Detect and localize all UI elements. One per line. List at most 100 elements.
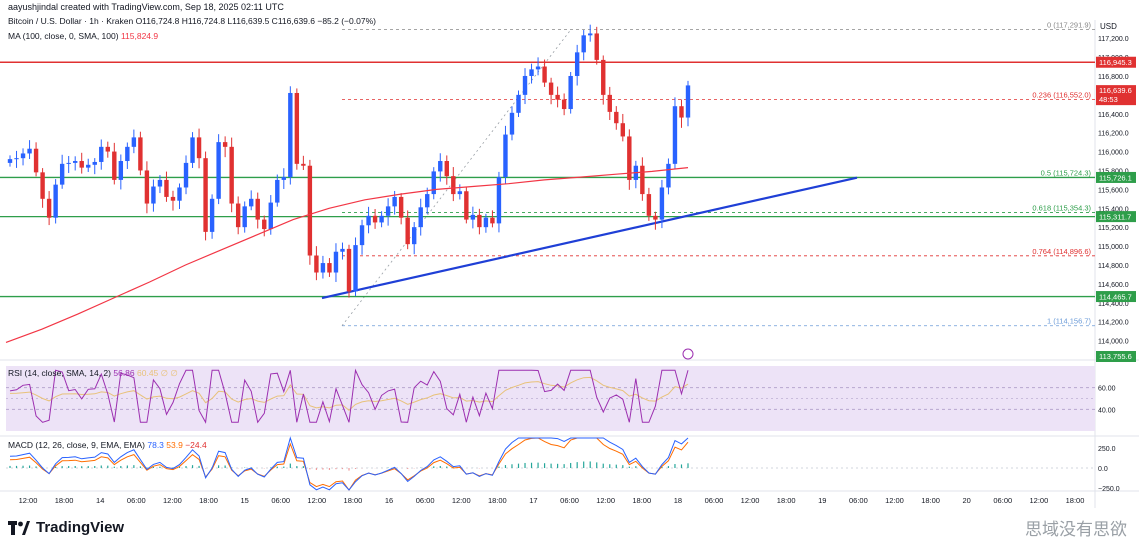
candle-body (196, 137, 202, 159)
candle-body (438, 161, 443, 172)
candle-body (105, 146, 110, 152)
support-price-tag-bg (1096, 171, 1136, 183)
tradingview-brand: TradingView (36, 519, 125, 536)
candle-body (477, 214, 482, 228)
candle-body (574, 52, 580, 76)
tradingview-logo[interactable]: TradingView (8, 519, 124, 536)
candle-body (59, 163, 65, 185)
candle-body (340, 248, 345, 252)
candle-body (385, 206, 391, 216)
candle-body (242, 206, 247, 228)
macd-tick-label: −250.0 (1098, 486, 1120, 493)
time-tick-label: 12:00 (452, 496, 471, 505)
rsi-legend: RSI (14, close, SMA, 14, 2) 56.86 60.45 … (8, 368, 178, 379)
time-tick-label: 06:00 (993, 496, 1012, 505)
fib-level-label: 0.618 (115,354.3) (1032, 204, 1091, 213)
candle-body (164, 179, 169, 197)
candle-body (314, 255, 319, 273)
price-tick-label: 116,800.0 (1098, 74, 1129, 81)
macd-value-2: 53.9 (166, 440, 183, 450)
candle-body (79, 161, 84, 168)
macd-tick-label: 0.0 (1098, 466, 1108, 473)
price-tick-label: 117,200.0 (1098, 36, 1129, 43)
candle-body (568, 75, 573, 110)
candle-body (372, 215, 378, 223)
time-tick-label: 06:00 (271, 496, 290, 505)
candle-body (359, 225, 365, 246)
support-price-tag: 115,726.1 (1099, 173, 1132, 182)
candle-body (529, 69, 534, 76)
candle-body (620, 123, 626, 137)
candle-body (183, 162, 189, 188)
candle-body (170, 196, 176, 201)
candle-body (594, 33, 599, 60)
candle-body (307, 165, 313, 256)
current-price-tag-bg (1096, 85, 1136, 106)
candle-body (542, 66, 547, 83)
time-tick-label: 06:00 (560, 496, 579, 505)
candle-body (275, 179, 280, 203)
time-tick-label: 18:00 (1066, 496, 1085, 505)
macd-value-3: −24.4 (185, 440, 207, 450)
price-tick-label: 115,600.0 (1098, 187, 1129, 194)
ma-value: 115,824.9 (120, 31, 159, 41)
candle-body (33, 148, 39, 173)
candle-body (418, 207, 423, 228)
candle-body (503, 134, 508, 178)
candle-body (659, 187, 665, 220)
candle-body (679, 106, 684, 118)
candle-body (353, 245, 358, 292)
price-tick-label: 114,600.0 (1098, 282, 1129, 289)
time-tick-label: 18:00 (488, 496, 507, 505)
symbol-legend: Bitcoin / U.S. Dollar · 1h · Kraken O116… (8, 16, 376, 26)
time-tick-label: 18:00 (55, 496, 74, 505)
time-tick-label: 06:00 (416, 496, 435, 505)
time-tick-label: 12:00 (307, 496, 326, 505)
time-tick-label: 17 (529, 496, 537, 505)
candle-body (92, 161, 97, 165)
candle-body (20, 153, 26, 159)
time-tick-label: 20 (963, 496, 971, 505)
candle-body (288, 92, 293, 178)
candle-body (627, 136, 632, 180)
candle-body (112, 151, 117, 180)
rsi-line (9, 368, 689, 424)
support-price-tag-bg (1096, 211, 1136, 223)
candle-body (653, 215, 658, 220)
candle-body (131, 137, 137, 147)
bottom-price-tag: 113,755.6 (1099, 352, 1132, 361)
time-tick-label: 14 (96, 496, 104, 505)
price-tick-label: 114,400.0 (1098, 301, 1129, 308)
candle-body (405, 217, 410, 245)
fib-level-label: 0.236 (116,552.0) (1032, 90, 1091, 99)
time-tick-label: 18:00 (199, 496, 218, 505)
time-tick-label: 19 (818, 496, 826, 505)
candle-body (490, 217, 495, 224)
time-tick-label: 18:00 (777, 496, 796, 505)
price-chart[interactable]: 0 (117,291.9) 0.236 (116,552.0) 0.5 (115,7… (0, 0, 1139, 512)
time-tick-label: 18:00 (632, 496, 651, 505)
candle-body (457, 191, 463, 195)
watermark-text: 思域没有思欲 (1025, 520, 1127, 540)
rsi-signal-line (9, 376, 689, 411)
candle-body (125, 146, 130, 162)
candle-body (607, 94, 612, 112)
price-tick-label: 116,400.0 (1098, 112, 1129, 119)
time-tick-label: 18:00 (344, 496, 363, 505)
ma-legend: MA (100, close, 0, SMA, 100) 115,824.9 (8, 31, 158, 41)
time-tick-label: 16 (385, 496, 393, 505)
fib-level-label: 0.5 (115,724.3) (1041, 169, 1092, 178)
candle-body (294, 92, 300, 164)
candle-body (235, 203, 241, 228)
price-tick-label: 114,800.0 (1098, 263, 1129, 270)
candle-body (209, 198, 215, 232)
candle-body (320, 263, 326, 273)
candle-body (425, 194, 430, 208)
candle-body (509, 112, 515, 135)
time-tick-label: 12:00 (1030, 496, 1049, 505)
candle-body (646, 194, 652, 216)
price-tick-label: 115,000.0 (1098, 244, 1129, 251)
time-tick-label: 06:00 (849, 496, 868, 505)
candle-body (216, 142, 221, 199)
rsi-tick-label: 40.00 (1098, 407, 1116, 414)
